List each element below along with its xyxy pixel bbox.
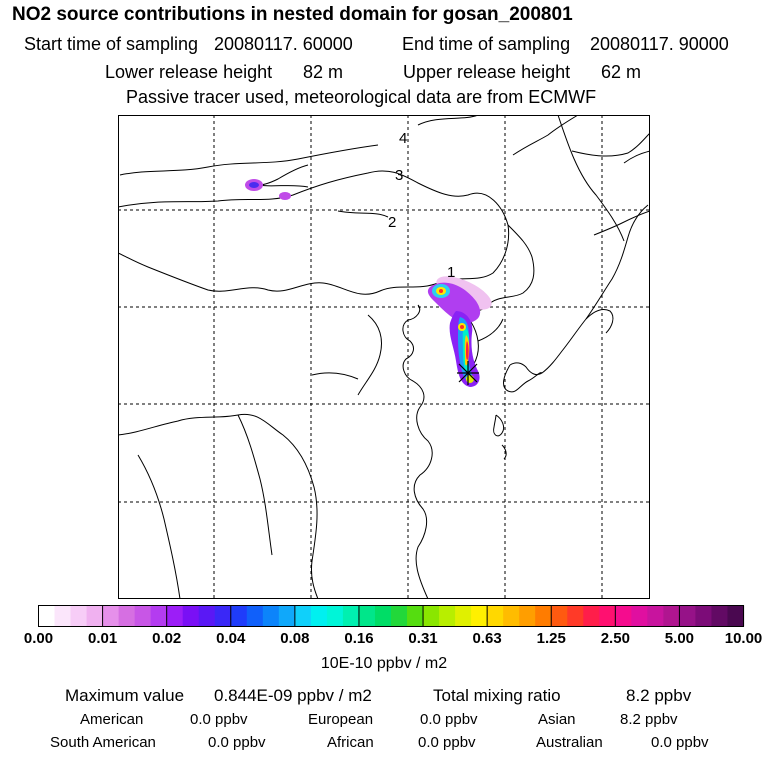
upper-height-value: 62 m (601, 62, 642, 82)
colorbar-segment (54, 605, 72, 627)
tracer-note: Passive tracer used, meteorological data… (126, 87, 597, 107)
colorbar-segment (471, 605, 488, 627)
colorbar-segment (246, 605, 264, 627)
colorbar-segment (647, 605, 664, 627)
lower-height-label: Lower release height (105, 62, 273, 82)
max-value-label: Maximum value (65, 686, 185, 705)
colorbar-segment (214, 605, 232, 627)
colorbar-segment (102, 605, 120, 627)
map-frame (118, 115, 650, 599)
map-panel: 1 2 3 4 (118, 115, 650, 599)
end-time-value: 20080117. 90000 (590, 34, 729, 54)
colorbar-tick-label: 2.50 (600, 630, 630, 647)
colorbar-segment (86, 605, 104, 627)
colorbar-segment (407, 605, 424, 627)
coastlines (118, 115, 650, 599)
region-value: 0.0 ppbv (208, 734, 266, 751)
colorbar-tick-label: 0.02 (152, 630, 182, 647)
colorbar-border (38, 605, 744, 627)
lat-lon-grid (118, 115, 650, 599)
colorbar-segment (711, 605, 729, 627)
region-value: 0.0 ppbv (651, 734, 709, 751)
colorbar-tick-label: 5.00 (664, 630, 695, 647)
start-time-label: Start time of sampling (24, 34, 199, 54)
colorbar-segment (551, 605, 568, 627)
colorbar-tick-label: 0.00 (23, 630, 54, 647)
colorbar-segment (423, 605, 440, 627)
region-name: European (308, 711, 374, 728)
colorbar-segment (278, 605, 296, 627)
region-name: African (327, 734, 374, 751)
plume-contours (245, 179, 492, 387)
colorbar-segments (38, 605, 745, 627)
colorbar-tick-label: 0.01 (87, 630, 118, 647)
colorbar-segment (455, 605, 472, 627)
colorbar-segment (679, 605, 697, 627)
colorbar-segment (615, 605, 632, 627)
map-label-1: 1 (447, 264, 455, 281)
region-value: 0.0 ppbv (420, 711, 478, 728)
colorbar-segment (503, 605, 520, 627)
colorbar-segment (535, 605, 552, 627)
colorbar-tick-label: 10.00 (724, 630, 763, 647)
total-mixing-value: 8.2 ppbv (626, 686, 692, 705)
region-name: Australian (536, 734, 603, 751)
colorbar-segment (294, 605, 312, 627)
colorbar-segment (631, 605, 648, 627)
colorbar-segment (326, 605, 344, 627)
colorbar-segment (599, 605, 616, 627)
colorbar-tick-label: 0.63 (472, 630, 502, 647)
colorbar-segment (374, 605, 392, 627)
colorbar-tick-label: 0.04 (216, 630, 246, 647)
colorbar-segment (166, 605, 184, 627)
map-label-2: 2 (388, 214, 396, 231)
colorbar-segment (567, 605, 584, 627)
start-time-value: 20080117. 60000 (214, 34, 353, 54)
lower-height-value: 82 m (303, 62, 344, 82)
region-name: American (80, 711, 144, 728)
colorbar-tick-label: 1.25 (536, 630, 566, 647)
map-label-4: 4 (399, 130, 407, 147)
colorbar-segment (663, 605, 681, 627)
colorbar-unit: 10E-10 ppbv / m2 (320, 655, 448, 672)
colorbar-segment (118, 605, 136, 627)
colorbar-segment (134, 605, 152, 627)
upper-height-label: Upper release height (403, 62, 571, 82)
receptor-star-icon (457, 361, 479, 385)
region-value: 0.0 ppbv (190, 711, 248, 728)
plot-title: NO2 source contributions in nested domai… (12, 4, 573, 25)
region-value: 8.2 ppbv (620, 711, 678, 728)
colorbar-segment (198, 605, 216, 627)
colorbar-segment (727, 605, 745, 627)
colorbar-segment (487, 605, 504, 627)
colorbar-segment (358, 605, 376, 627)
total-mixing-label: Total mixing ratio (433, 686, 561, 705)
colorbar (38, 605, 745, 627)
colorbar-segment (38, 605, 56, 627)
colorbar-segment (439, 605, 456, 627)
colorbar-segment (583, 605, 600, 627)
colorbar-segment (70, 605, 88, 627)
colorbar-tick-label: 0.16 (344, 630, 374, 647)
region-value: 0.0 ppbv (418, 734, 476, 751)
colorbar-segment (695, 605, 713, 627)
colorbar-tick-label: 0.08 (280, 630, 310, 647)
map-label-3: 3 (395, 167, 403, 184)
max-value: 0.844E-09 ppbv / m2 (214, 686, 372, 705)
colorbar-segment (230, 605, 248, 627)
colorbar-segment (519, 605, 536, 627)
region-name: South American (50, 734, 156, 751)
region-name: Asian (538, 711, 576, 728)
colorbar-segment (310, 605, 328, 627)
colorbar-segment (150, 605, 168, 627)
end-time-label: End time of sampling (402, 34, 571, 54)
colorbar-tick-label: 0.31 (408, 630, 438, 647)
colorbar-segment (342, 605, 360, 627)
colorbar-segment (182, 605, 200, 627)
colorbar-segment (262, 605, 280, 627)
colorbar-segment (391, 605, 408, 627)
